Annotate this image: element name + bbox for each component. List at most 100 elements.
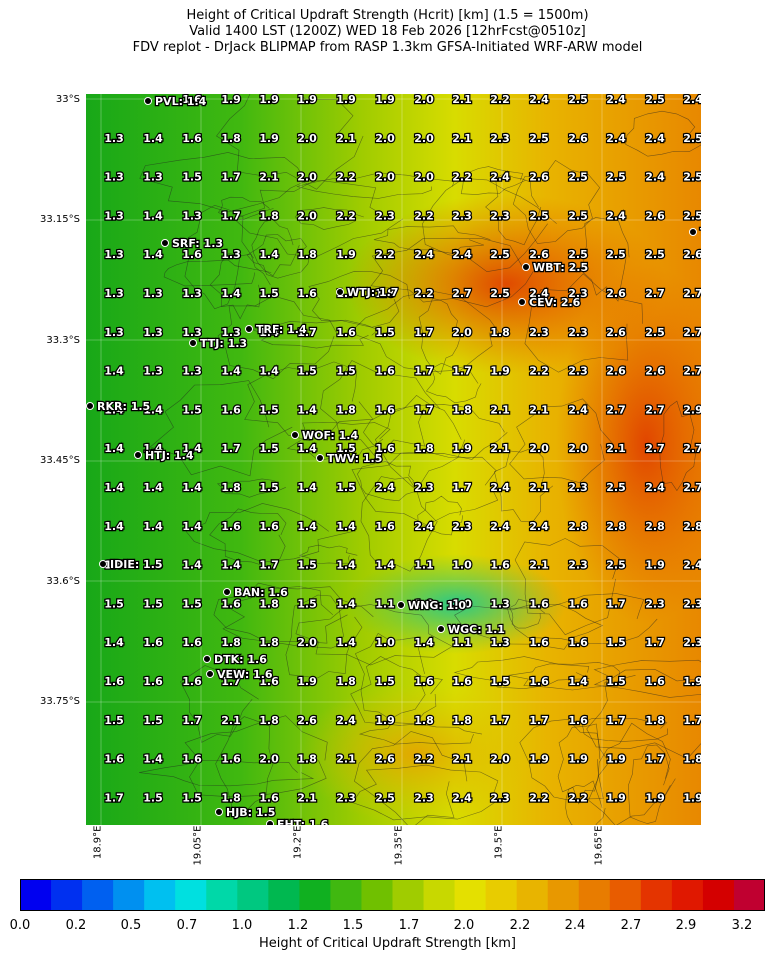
station-idie: IDIE: 1.5 — [99, 557, 164, 572]
grid-value: 1.4 — [104, 442, 124, 455]
lat-label-33-3: 33.3°S — [46, 335, 80, 346]
grid-value: 2.2 — [490, 94, 510, 106]
grid-value: 1.8 — [221, 636, 241, 649]
contour-line — [512, 159, 601, 244]
station-dot — [134, 451, 142, 459]
station-eht: EHT: 1.6 — [266, 817, 330, 825]
contour-line — [557, 723, 601, 805]
grid-value: 2.6 — [375, 753, 395, 766]
grid-value: 1.8 — [336, 675, 356, 688]
grid-value: 1.3 — [104, 326, 124, 339]
lon-label-19-5: 19.5°E — [493, 825, 505, 860]
grid-value: 1.8 — [297, 753, 317, 766]
contour-line — [509, 398, 614, 484]
grid-value: 1.4 — [375, 559, 395, 572]
grid-value: 1.7 — [297, 326, 317, 339]
station-wof: WOF: 1.4 — [291, 428, 360, 443]
grid-value: 1.1 — [452, 636, 472, 649]
grid-value: 1.4 — [336, 520, 356, 533]
grid-value: 1.4 — [182, 481, 202, 494]
grid-value: 1.5 — [104, 597, 124, 610]
grid-value: 1.7 — [606, 597, 626, 610]
grid-value: 1.3 — [221, 326, 241, 339]
grid-value: 1.4 — [143, 209, 163, 222]
colorbar-swatch — [423, 879, 456, 911]
colorbar-tick-label: 2.4 — [564, 918, 586, 933]
grid-value: 2.6 — [645, 209, 665, 222]
grid-value: 1.3 — [104, 248, 124, 261]
grid-value: 2.5 — [568, 171, 588, 184]
grid-value: 2.3 — [568, 481, 588, 494]
grid-value: 1.3 — [182, 365, 202, 378]
colorbar-swatch — [206, 879, 238, 911]
contour-line — [659, 400, 697, 492]
contour-line — [509, 598, 545, 629]
title-line-3: FDV replot - DrJack BLIPMAP from RASP 1.… — [132, 40, 643, 55]
grid-value: 2.0 — [414, 132, 434, 145]
contour-line — [508, 661, 636, 691]
station-twv: TWV: 1.5 — [316, 451, 384, 466]
grid-value: 1.3 — [104, 171, 124, 184]
grid-value: 1.4 — [297, 403, 317, 416]
contour-line — [460, 166, 526, 195]
contour-line — [163, 259, 272, 287]
grid-value: 1.5 — [297, 365, 317, 378]
grid-value: 2.5 — [606, 171, 626, 184]
grid-value: 2.7 — [645, 403, 665, 416]
grid-value: 1.6 — [221, 520, 241, 533]
colorbar-swatch — [671, 879, 704, 911]
contour-line — [320, 360, 441, 459]
grid-value: 2.5 — [529, 209, 549, 222]
colorbar-swatch — [268, 879, 300, 911]
grid-value: 1.9 — [645, 559, 665, 572]
grid-value: 1.5 — [182, 791, 202, 804]
grid-value: 2.1 — [452, 94, 472, 106]
grid-value: 2.0 — [259, 753, 279, 766]
station-label: DTK: 1.6 — [214, 653, 267, 666]
contour-line — [299, 544, 358, 564]
grid-value: 1.3 — [490, 636, 510, 649]
station-ban: BAN: 1.6 — [223, 585, 289, 600]
grid-value: 1.5 — [259, 403, 279, 416]
lon-label-19-05: 19.05°E — [192, 825, 204, 866]
contour-line — [485, 173, 542, 246]
grid-value: 1.7 — [452, 481, 472, 494]
station-label: WTJ: 1.7 — [347, 286, 398, 299]
contour-line — [418, 298, 462, 375]
grid-value: 1.6 — [452, 675, 472, 688]
contour-line — [625, 110, 701, 157]
grid-value: 1.4 — [221, 365, 241, 378]
grid-value: 1.7 — [221, 171, 241, 184]
colorbar-tick-label: 0.7 — [176, 918, 198, 933]
grid-value: 2.1 — [529, 559, 549, 572]
grid-value: 2.1 — [259, 171, 279, 184]
station-dot — [215, 808, 223, 816]
station-dot — [437, 625, 445, 633]
station-dot — [203, 655, 211, 663]
grid-value: 1.7 — [490, 714, 510, 727]
grid-value: 1.8 — [645, 714, 665, 727]
grid-value: 2.0 — [375, 132, 395, 145]
contour-line — [370, 237, 534, 308]
grid-value: 2.3 — [568, 365, 588, 378]
grid-value: 1.7 — [645, 753, 665, 766]
contour-line — [308, 270, 410, 328]
grid-value: 1.5 — [297, 597, 317, 610]
colorbar-tick-label: 2.0 — [453, 918, 475, 933]
grid-value: 1.6 — [568, 714, 588, 727]
grid-value: 1.5 — [297, 559, 317, 572]
grid-value: 2.7 — [683, 326, 701, 339]
station-wgc: WGC: 1.1 — [437, 622, 506, 637]
grid-value: 1.6 — [259, 675, 279, 688]
grid-value: 1.7 — [414, 403, 434, 416]
grid-value: 2.3 — [683, 636, 701, 649]
grid-value: 2.0 — [529, 442, 549, 455]
grid-value: 1.4 — [297, 442, 317, 455]
colorbar-tick-label: 1.2 — [287, 918, 309, 933]
grid-value: 1.6 — [529, 675, 549, 688]
colorbar-tick-label: 2.9 — [675, 918, 697, 933]
contour-line — [217, 295, 339, 380]
grid-value: 2.5 — [645, 326, 665, 339]
contour-line — [217, 196, 274, 221]
grid-value: 1.6 — [221, 597, 241, 610]
